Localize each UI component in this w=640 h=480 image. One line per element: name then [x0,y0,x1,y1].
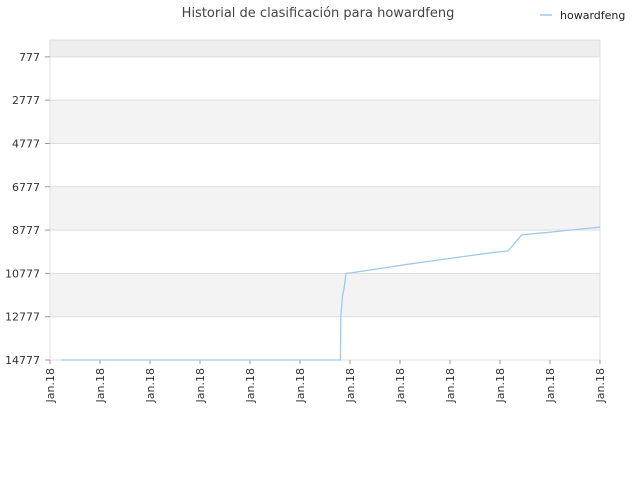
y-tick-label: 4777 [12,137,40,150]
x-tick-label: Jan.18 [594,368,607,403]
y-tick-label: 8777 [12,224,40,237]
legend-label-howardfeng: howardfeng [560,9,625,22]
x-tick-label: Jan.18 [244,368,257,403]
series-layer [61,226,601,361]
plot-band [50,40,600,57]
y-tick-label: 6777 [12,181,40,194]
series-line-howardfeng[interactable] [61,226,601,361]
plot-band [50,100,600,144]
y-tick-label: 2777 [12,94,40,107]
x-tick-label: Jan.18 [394,368,407,403]
plot-band [50,143,600,187]
x-tick-label: Jan.18 [94,368,107,403]
y-tick-label: 14777 [5,354,40,367]
x-tick-label: Jan.18 [344,368,357,403]
y-tick-label: 12777 [5,311,40,324]
x-tick-label: Jan.18 [444,368,457,403]
chart-title: Historial de clasificación para howardfe… [182,6,455,21]
x-axis-ticks: Jan.18 Jan.18 Jan.18 Jan.18 Jan.18 Jan.18 Jan.… [44,360,607,403]
y-tick-label: 777 [19,51,40,64]
plot-band [50,316,600,360]
x-tick-label: Jan.18 [294,368,307,403]
grid-lines [49,39,601,361]
x-tick-label: Jan.18 [44,368,57,403]
plot-bands [50,40,600,360]
x-tick-label: Jan.18 [144,368,157,403]
plot-band [50,56,600,101]
y-tick-label: 10777 [5,267,40,280]
legend[interactable]: howardfeng [540,9,625,22]
plot-band [50,230,600,274]
x-tick-label: Jan.18 [544,368,557,403]
x-tick-label: Jan.18 [194,368,207,403]
x-tick-label: Jan.18 [494,368,507,403]
y-axis-ticks: 777 2777 4777 6777 8777 10777 12777 14777 [5,51,50,367]
plot-band [50,186,600,231]
plot-band [50,273,600,317]
